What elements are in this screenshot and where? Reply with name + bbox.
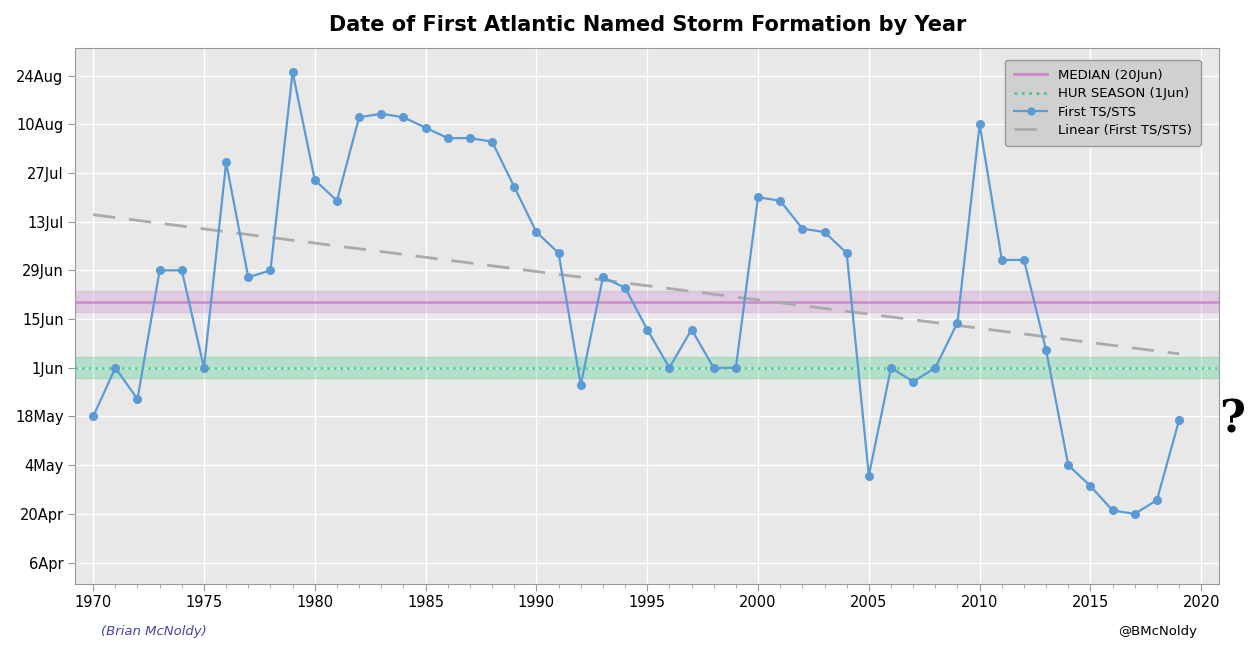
Text: ?: ? bbox=[1218, 399, 1245, 441]
Text: (Brian McNoldy): (Brian McNoldy) bbox=[101, 625, 207, 638]
Bar bbox=[76, 357, 1218, 378]
Bar bbox=[76, 291, 1218, 312]
Legend: MEDIAN (20Jun), HUR SEASON (1Jun), First TS/STS, Linear (First TS/STS): MEDIAN (20Jun), HUR SEASON (1Jun), First… bbox=[1005, 60, 1201, 146]
Text: @BMcNoldy: @BMcNoldy bbox=[1118, 625, 1197, 638]
Title: Date of First Atlantic Named Storm Formation by Year: Date of First Atlantic Named Storm Forma… bbox=[329, 15, 966, 35]
